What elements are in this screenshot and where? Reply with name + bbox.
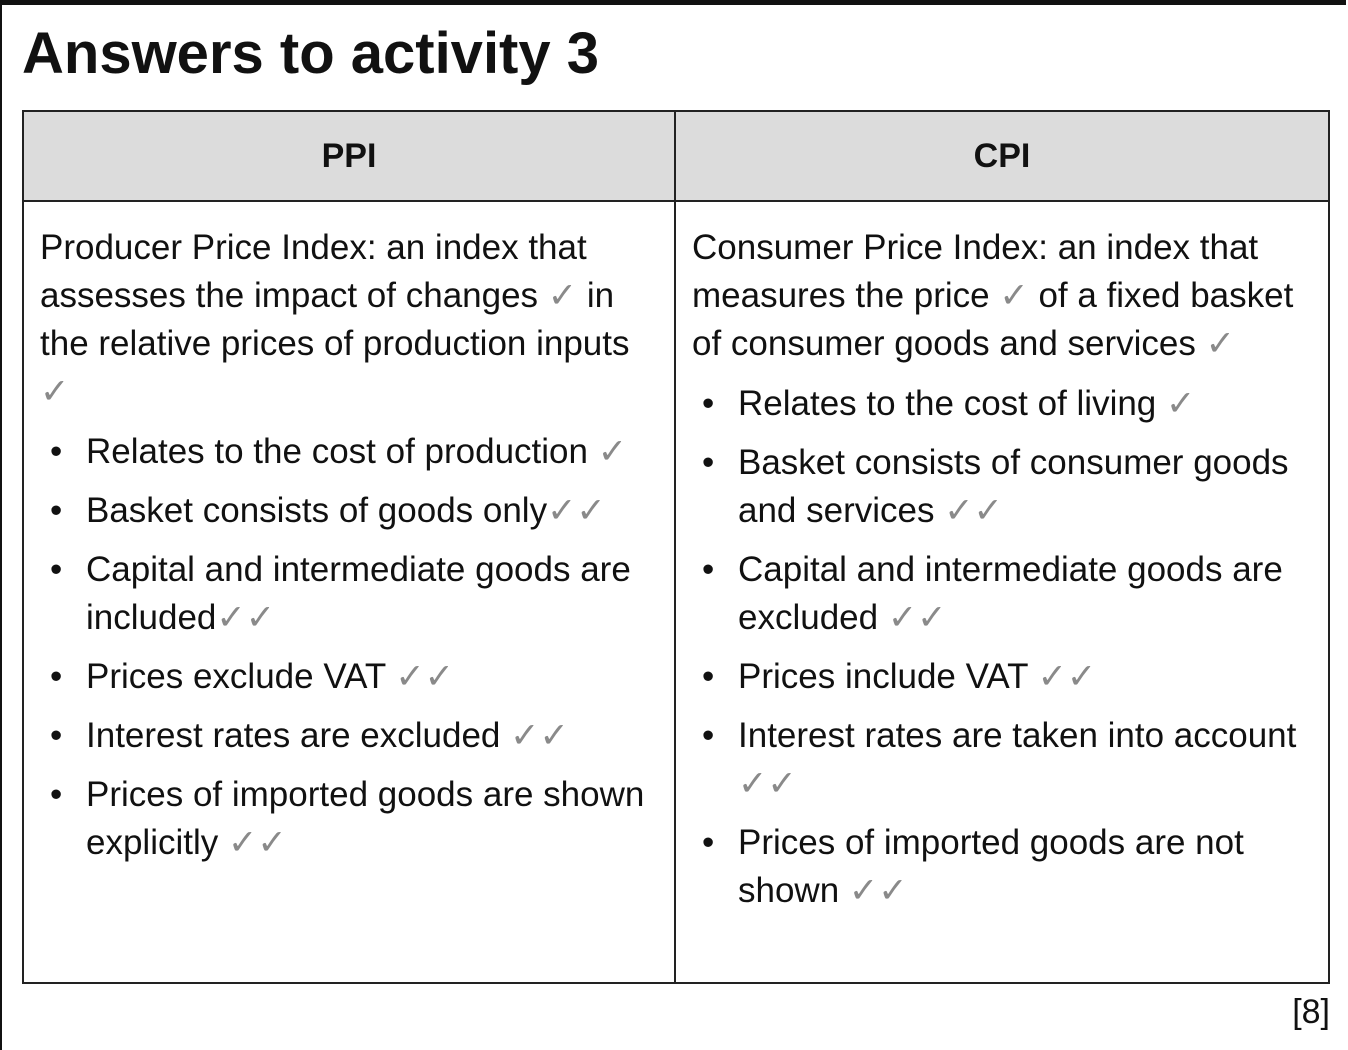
tick-icon: ✓✓ xyxy=(547,491,606,530)
bullet-icon: • xyxy=(702,550,715,589)
tick-icon: ✓ xyxy=(597,432,628,471)
list-item: • Interest rates are taken into account … xyxy=(692,712,1312,808)
tick-icon: ✓ xyxy=(999,276,1029,315)
tick-icon: ✓✓ xyxy=(848,871,908,910)
point-text: Interest rates are excluded xyxy=(86,716,501,755)
bullet-icon: • xyxy=(702,823,715,862)
point-text: Prices include VAT xyxy=(738,657,1028,696)
answers-table: PPI CPI Producer Price Index: an index t… xyxy=(22,110,1330,984)
point-text: Relates to the cost of living xyxy=(738,384,1157,423)
list-item: • Prices of imported goods are shown exp… xyxy=(40,771,658,867)
point-text: Prices exclude VAT xyxy=(86,657,386,696)
bullet-icon: • xyxy=(50,657,63,696)
cpi-definition: Consumer Price Index: an index that meas… xyxy=(692,224,1312,368)
cpi-points-list: • Relates to the cost of living ✓ • Bask… xyxy=(692,380,1312,915)
ppi-definition-text: Producer Price Index: an index that asse… xyxy=(40,228,587,315)
bullet-icon: • xyxy=(702,384,715,423)
tick-icon: ✓✓ xyxy=(228,823,287,862)
point-text: Basket consists of goods only xyxy=(86,491,548,530)
tick-icon: ✓ xyxy=(1205,324,1235,363)
cpi-definition-text-2: of a fixed basket of consumer goods and … xyxy=(692,276,1294,363)
tick-icon: ✓✓ xyxy=(887,598,947,637)
column-header-ppi: PPI xyxy=(22,110,676,202)
list-item: • Capital and intermediate goods are exc… xyxy=(692,546,1312,642)
bullet-icon: • xyxy=(50,432,63,471)
table-header-row: PPI CPI xyxy=(22,110,1330,202)
list-item: • Capital and intermediate goods are inc… xyxy=(40,546,658,642)
list-item: • Basket consists of goods only✓✓ xyxy=(40,487,658,535)
point-text: Interest rates are taken into account xyxy=(738,716,1297,755)
point-text: Capital and intermediate goods are exclu… xyxy=(738,550,1283,637)
ppi-points-list: • Relates to the cost of production ✓ • … xyxy=(40,428,658,867)
list-item: • Relates to the cost of production ✓ xyxy=(40,428,658,476)
list-item: • Prices of imported goods are not shown… xyxy=(692,819,1312,915)
bullet-icon: • xyxy=(702,657,715,696)
point-text: Capital and intermediate goods are inclu… xyxy=(86,550,631,637)
bullet-icon: • xyxy=(702,443,715,482)
ppi-cell: Producer Price Index: an index that asse… xyxy=(22,200,676,984)
bullet-icon: • xyxy=(702,716,715,755)
bullet-icon: • xyxy=(50,491,63,530)
list-item: • Relates to the cost of living ✓ xyxy=(692,380,1312,428)
ppi-definition-text-2: in the relative prices of production inp… xyxy=(40,276,630,363)
bullet-icon: • xyxy=(50,775,63,814)
tick-icon: ✓✓ xyxy=(510,716,569,755)
tick-icon: ✓ xyxy=(40,372,70,411)
tick-icon: ✓✓ xyxy=(216,598,276,637)
point-text: Basket consists of consumer goods and se… xyxy=(738,443,1289,530)
bullet-icon: • xyxy=(50,550,63,589)
tick-icon: ✓ xyxy=(547,276,578,315)
tick-icon: ✓ xyxy=(1166,384,1196,423)
cpi-definition-text: Consumer Price Index: an index that meas… xyxy=(692,228,1259,315)
list-item: • Prices include VAT ✓✓ xyxy=(692,653,1312,701)
bullet-icon: • xyxy=(50,716,63,755)
tick-icon: ✓✓ xyxy=(738,764,797,803)
list-item: • Basket consists of consumer goods and … xyxy=(692,439,1312,535)
list-item: • Interest rates are excluded ✓✓ xyxy=(40,712,658,760)
page-title: Answers to activity 3 xyxy=(22,21,599,86)
table-body-row: Producer Price Index: an index that asse… xyxy=(22,200,1330,984)
point-text: Prices of imported goods are not shown xyxy=(738,823,1244,910)
list-item: • Prices exclude VAT ✓✓ xyxy=(40,653,658,701)
point-text: Prices of imported goods are shown expli… xyxy=(86,775,645,862)
ppi-definition: Producer Price Index: an index that asse… xyxy=(40,224,658,416)
tick-icon: ✓✓ xyxy=(944,491,1003,530)
total-marks: [8] xyxy=(1292,993,1330,1031)
cpi-cell: Consumer Price Index: an index that meas… xyxy=(674,200,1330,984)
tick-icon: ✓✓ xyxy=(1037,657,1097,696)
point-text: Relates to the cost of production xyxy=(86,432,588,471)
tick-icon: ✓✓ xyxy=(395,657,454,696)
column-header-cpi: CPI xyxy=(674,110,1330,202)
